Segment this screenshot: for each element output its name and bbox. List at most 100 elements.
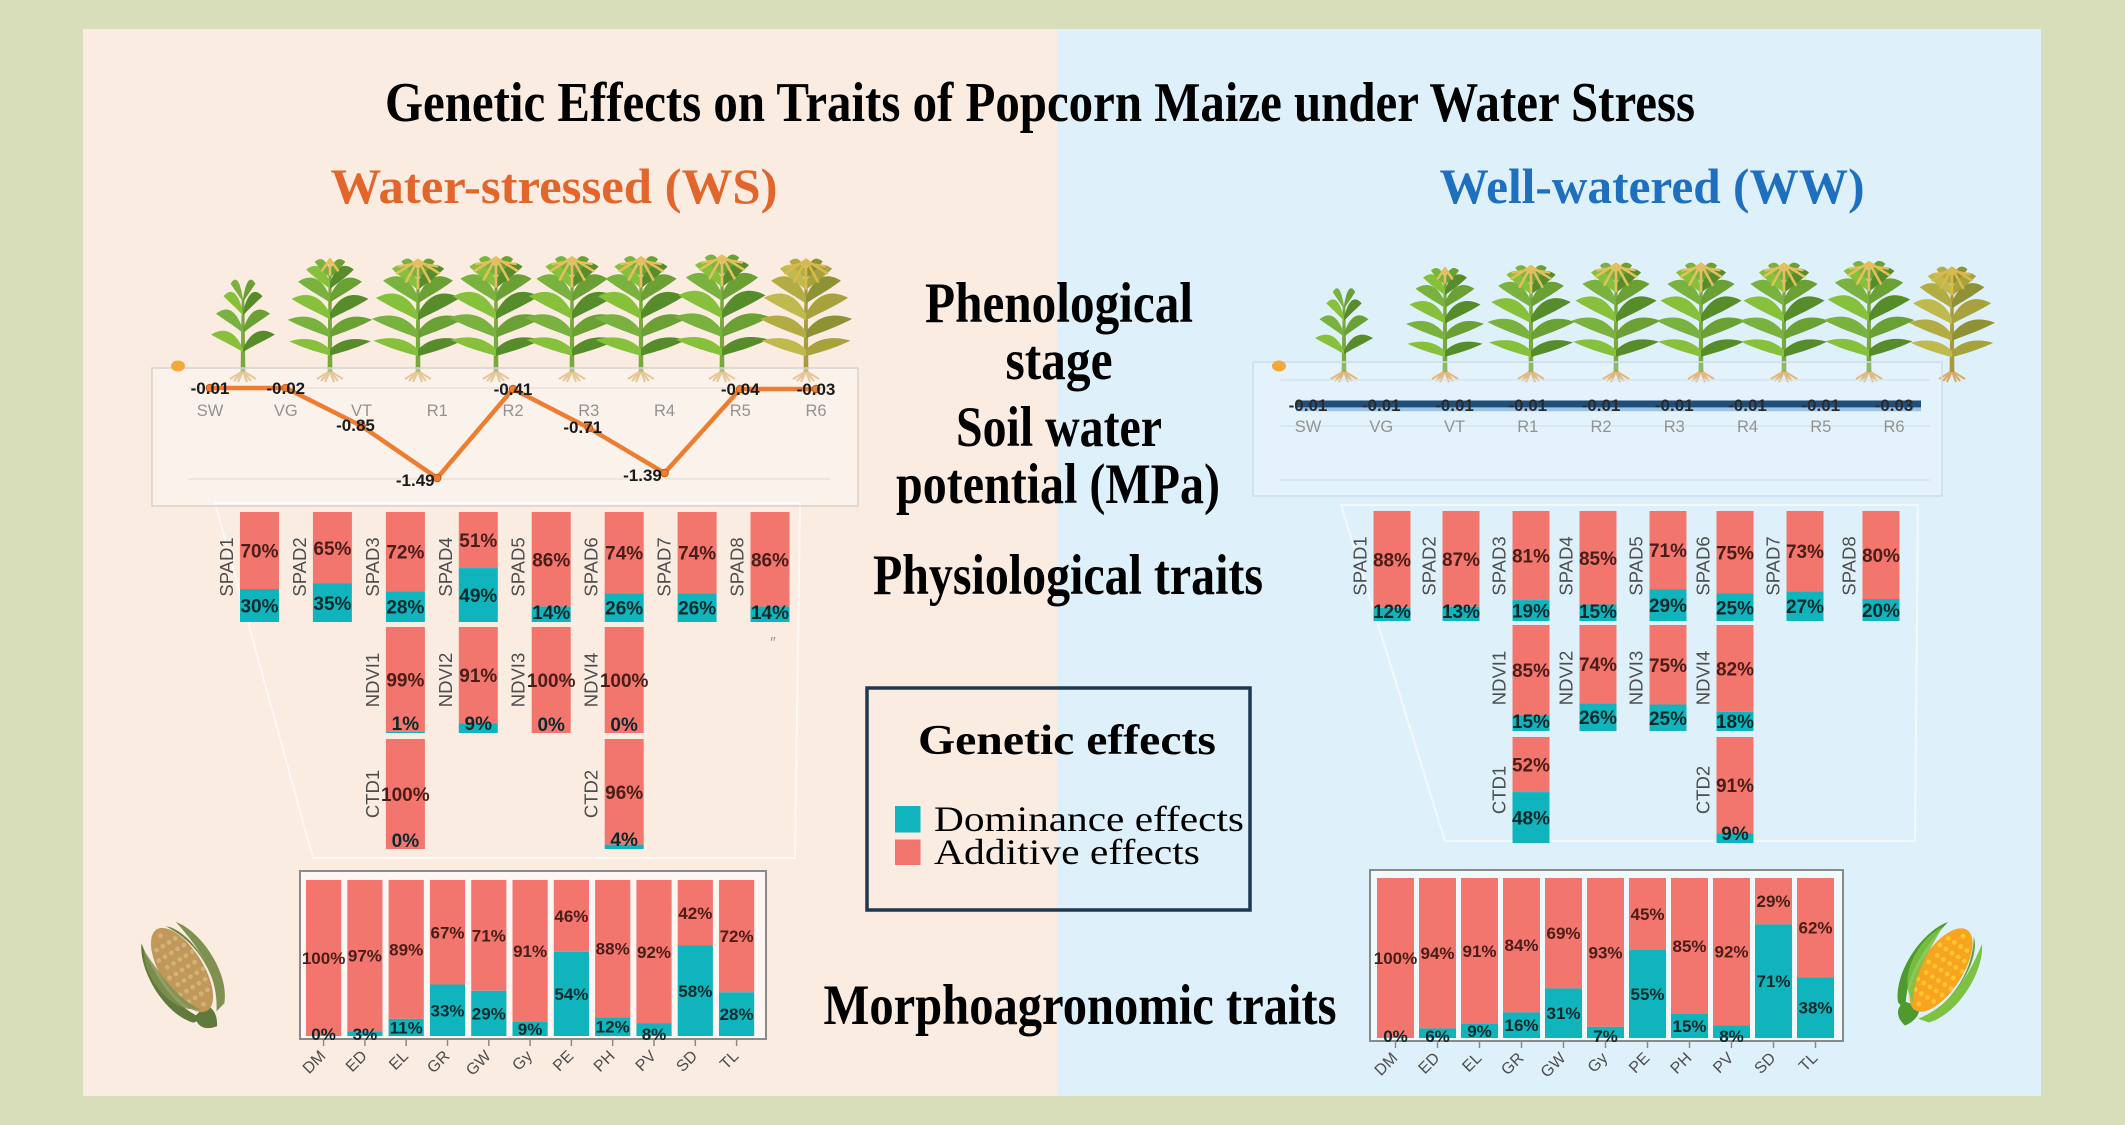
svg-text:-1.39: -1.39 [623, 466, 662, 485]
svg-text:91%: 91% [1716, 776, 1754, 797]
svg-text:R1: R1 [427, 402, 448, 420]
svg-text:-0.01: -0.01 [1508, 396, 1547, 415]
svg-text:SPAD3: SPAD3 [362, 537, 383, 596]
svg-text:85%: 85% [1672, 937, 1706, 956]
svg-text:SPAD7: SPAD7 [654, 537, 675, 596]
svg-text:80%: 80% [1862, 546, 1900, 567]
svg-text:R5: R5 [730, 402, 751, 420]
svg-text:SPAD8: SPAD8 [727, 537, 748, 596]
svg-text:8%: 8% [1719, 1027, 1744, 1046]
svg-text:R1: R1 [1517, 418, 1538, 436]
svg-text:SPAD8: SPAD8 [1839, 536, 1860, 595]
svg-text:Physiological traits: Physiological traits [873, 544, 1263, 607]
svg-text:48%: 48% [1512, 809, 1550, 830]
svg-text:R2: R2 [1590, 418, 1611, 436]
svg-text:R6: R6 [805, 402, 826, 420]
svg-text:4%: 4% [610, 830, 638, 851]
svg-text:55%: 55% [1630, 985, 1664, 1004]
svg-text:86%: 86% [751, 550, 789, 571]
svg-text:-0.04: -0.04 [721, 380, 760, 399]
svg-text:NDVI2: NDVI2 [1556, 651, 1577, 706]
svg-text:NDVI4: NDVI4 [581, 653, 602, 708]
svg-text:VT: VT [351, 402, 372, 420]
svg-text:82%: 82% [1716, 659, 1754, 680]
svg-text:26%: 26% [605, 599, 643, 620]
svg-text:3%: 3% [353, 1025, 378, 1044]
svg-text:-0.71: -0.71 [563, 418, 602, 437]
svg-text:20%: 20% [1862, 601, 1900, 622]
svg-text:52%: 52% [1512, 756, 1550, 777]
svg-text:SPAD7: SPAD7 [1763, 536, 1784, 595]
svg-text:70%: 70% [240, 542, 278, 563]
svg-text:R3: R3 [578, 402, 599, 420]
svg-text:1%: 1% [392, 714, 420, 735]
svg-text:31%: 31% [1546, 1004, 1580, 1023]
svg-text:73%: 73% [1786, 542, 1824, 563]
svg-text:-0.41: -0.41 [494, 380, 533, 399]
svg-text:58%: 58% [678, 982, 712, 1001]
svg-text:R5: R5 [1810, 418, 1831, 436]
svg-text:45%: 45% [1630, 905, 1664, 924]
svg-text:Soil water: Soil water [956, 396, 1162, 459]
svg-text:Well-watered (WW): Well-watered (WW) [1440, 158, 1865, 214]
svg-text:12%: 12% [596, 1018, 630, 1037]
svg-text:NDVI1: NDVI1 [362, 653, 383, 708]
svg-text:100%: 100% [1374, 949, 1417, 968]
svg-text:71%: 71% [1756, 972, 1790, 991]
svg-text:92%: 92% [637, 943, 671, 962]
svg-text:NDVI3: NDVI3 [1626, 651, 1647, 706]
svg-text:62%: 62% [1798, 919, 1832, 938]
svg-text:Dominance effects: Dominance effects [934, 799, 1244, 839]
svg-text:CTD1: CTD1 [1489, 766, 1510, 814]
svg-text:-0.01: -0.01 [1362, 396, 1401, 415]
svg-text:14%: 14% [751, 603, 789, 624]
svg-text:29%: 29% [1649, 596, 1687, 617]
svg-text:93%: 93% [1588, 943, 1622, 962]
svg-text:-0.01: -0.01 [1435, 396, 1474, 415]
svg-text:11%: 11% [390, 1018, 423, 1037]
svg-text:19%: 19% [1512, 602, 1550, 623]
svg-text:74%: 74% [1579, 655, 1617, 676]
svg-text:-0.85: -0.85 [336, 416, 375, 435]
svg-text:100%: 100% [302, 949, 345, 968]
svg-text:18%: 18% [1716, 712, 1754, 733]
svg-text:15%: 15% [1672, 1017, 1706, 1036]
svg-text:29%: 29% [472, 1004, 506, 1023]
svg-text:97%: 97% [348, 947, 382, 966]
svg-text:100%: 100% [381, 785, 430, 806]
svg-text:72%: 72% [720, 927, 754, 946]
svg-text:75%: 75% [1716, 543, 1754, 564]
svg-text:6%: 6% [1425, 1027, 1450, 1046]
svg-text:51%: 51% [459, 531, 497, 552]
svg-text:R6: R6 [1883, 418, 1904, 436]
svg-text:NDVI4: NDVI4 [1693, 651, 1714, 706]
svg-text:VT: VT [1444, 418, 1465, 436]
svg-text:Genetic effects: Genetic effects [918, 718, 1216, 764]
svg-text:85%: 85% [1512, 661, 1550, 682]
svg-text:26%: 26% [1579, 708, 1617, 729]
svg-text:NDVI1: NDVI1 [1489, 651, 1510, 706]
svg-text:0%: 0% [1383, 1027, 1408, 1046]
svg-text:27%: 27% [1786, 597, 1824, 618]
svg-text:9%: 9% [465, 714, 493, 735]
svg-text:Genetic Effects on Traits of P: Genetic Effects on Traits of Popcorn Mai… [385, 72, 1695, 134]
svg-text:72%: 72% [386, 543, 424, 564]
svg-text:SPAD2: SPAD2 [289, 537, 310, 596]
svg-text:7%: 7% [1593, 1027, 1618, 1046]
svg-text:91%: 91% [459, 666, 497, 687]
svg-text:91%: 91% [1462, 942, 1496, 961]
svg-text:84%: 84% [1504, 936, 1538, 955]
svg-text:0%: 0% [311, 1025, 336, 1044]
svg-text:SPAD5: SPAD5 [508, 537, 529, 596]
svg-text:74%: 74% [605, 544, 643, 565]
svg-text:CTD2: CTD2 [1693, 766, 1714, 814]
svg-text:SPAD1: SPAD1 [216, 537, 237, 596]
svg-text:VG: VG [274, 402, 298, 420]
svg-text:75%: 75% [1649, 656, 1687, 677]
svg-text:8%: 8% [642, 1025, 667, 1044]
svg-text:-0.02: -0.02 [266, 379, 305, 398]
svg-text:NDVI3: NDVI3 [508, 653, 529, 708]
svg-text:9%: 9% [518, 1020, 543, 1039]
svg-text:94%: 94% [1420, 944, 1454, 963]
svg-text:33%: 33% [430, 1001, 464, 1020]
